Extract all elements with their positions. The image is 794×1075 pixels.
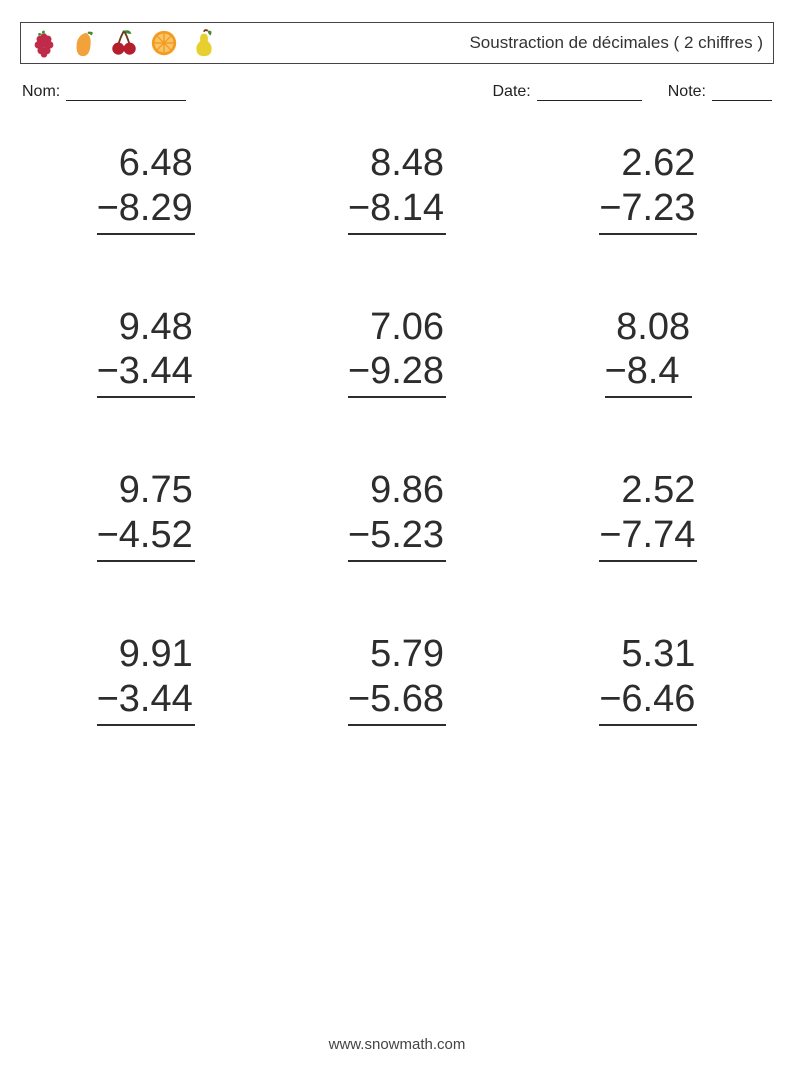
pear-icon xyxy=(189,28,219,58)
problem: 9.86−5.23 xyxy=(291,468,502,562)
problem-body: 8.08−8.4 xyxy=(605,305,693,399)
info-row: Nom: Date: Note: xyxy=(22,82,772,101)
problem-body: 5.79−5.68 xyxy=(348,632,446,726)
problem-body: 5.31−6.46 xyxy=(599,632,697,726)
subtrahend: −8.4 xyxy=(605,349,693,398)
minuend: 8.48 xyxy=(348,141,446,186)
subtrahend: −3.44 xyxy=(97,677,195,726)
subtrahend: −4.52 xyxy=(97,513,195,562)
problem: 5.79−5.68 xyxy=(291,632,502,726)
minuend: 5.31 xyxy=(599,632,697,677)
cherries-icon xyxy=(109,28,139,58)
problem-body: 7.06−9.28 xyxy=(348,305,446,399)
nom-label: Nom: xyxy=(22,83,60,101)
minuend: 2.52 xyxy=(599,468,697,513)
problem: 2.52−7.74 xyxy=(543,468,754,562)
problem: 2.62−7.23 xyxy=(543,141,754,235)
name-field-group: Nom: xyxy=(22,82,186,101)
problem-body: 2.62−7.23 xyxy=(599,141,697,235)
minuend: 7.06 xyxy=(348,305,446,350)
minuend: 9.91 xyxy=(97,632,195,677)
note-blank[interactable] xyxy=(712,82,772,101)
subtrahend: −6.46 xyxy=(599,677,697,726)
minuend: 5.79 xyxy=(348,632,446,677)
note-label: Note: xyxy=(668,83,706,101)
subtrahend: −7.23 xyxy=(599,186,697,235)
subtrahend: −8.14 xyxy=(348,186,446,235)
header-box: Soustraction de décimales ( 2 chiffres ) xyxy=(20,22,774,64)
minuend: 9.86 xyxy=(348,468,446,513)
footer-url: www.snowmath.com xyxy=(0,1036,794,1053)
problem: 9.91−3.44 xyxy=(40,632,251,726)
problem: 5.31−6.46 xyxy=(543,632,754,726)
minuend: 8.08 xyxy=(605,305,693,350)
problem: 6.48−8.29 xyxy=(40,141,251,235)
problem-body: 9.75−4.52 xyxy=(97,468,195,562)
problem: 8.48−8.14 xyxy=(291,141,502,235)
minuend: 2.62 xyxy=(599,141,697,186)
subtrahend: −9.28 xyxy=(348,349,446,398)
subtrahend: −8.29 xyxy=(97,186,195,235)
minuend: 6.48 xyxy=(97,141,195,186)
fruit-icons-row xyxy=(29,28,219,58)
orange-slice-icon xyxy=(149,28,179,58)
worksheet-title: Soustraction de décimales ( 2 chiffres ) xyxy=(469,33,763,53)
problem: 8.08−8.4 xyxy=(543,305,754,399)
raspberry-icon xyxy=(29,28,59,58)
minuend: 9.48 xyxy=(97,305,195,350)
problem-body: 9.91−3.44 xyxy=(97,632,195,726)
subtrahend: −7.74 xyxy=(599,513,697,562)
problem-body: 8.48−8.14 xyxy=(348,141,446,235)
date-label: Date: xyxy=(493,83,531,101)
subtrahend: −3.44 xyxy=(97,349,195,398)
problem-body: 9.48−3.44 xyxy=(97,305,195,399)
problem-body: 2.52−7.74 xyxy=(599,468,697,562)
minuend: 9.75 xyxy=(97,468,195,513)
date-note-group: Date: Note: xyxy=(493,82,773,101)
problems-grid: 6.48−8.298.48−8.142.62−7.239.48−3.447.06… xyxy=(40,141,754,726)
nom-blank[interactable] xyxy=(66,82,186,101)
date-blank[interactable] xyxy=(537,82,642,101)
subtrahend: −5.68 xyxy=(348,677,446,726)
problem: 9.48−3.44 xyxy=(40,305,251,399)
problem-body: 6.48−8.29 xyxy=(97,141,195,235)
problem: 9.75−4.52 xyxy=(40,468,251,562)
problem: 7.06−9.28 xyxy=(291,305,502,399)
subtrahend: −5.23 xyxy=(348,513,446,562)
mango-icon xyxy=(69,28,99,58)
problem-body: 9.86−5.23 xyxy=(348,468,446,562)
